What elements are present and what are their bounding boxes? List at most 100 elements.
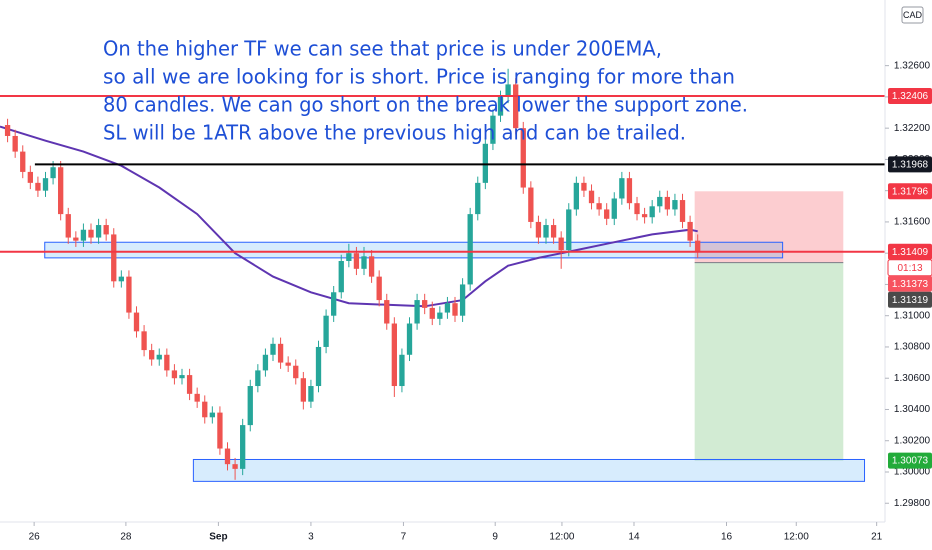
price-label-box <box>888 243 932 260</box>
candle-body <box>50 167 56 179</box>
y-tick-label: 1.30400 <box>894 404 931 415</box>
candle-body <box>202 401 208 418</box>
candle-body <box>376 276 382 301</box>
candle-body <box>111 234 117 282</box>
candle-body <box>368 256 375 277</box>
candle-body <box>353 253 360 269</box>
candle-body <box>27 171 33 183</box>
candle-body <box>171 370 178 379</box>
candle-body <box>217 412 223 449</box>
price-label: 1.31796 <box>892 186 929 197</box>
candle-body <box>141 331 147 351</box>
annotation-line: 80 candles. We can go short on the break… <box>103 93 748 117</box>
candle-body <box>80 229 87 241</box>
y-tick-label: 1.31600 <box>894 217 931 228</box>
candle-body <box>270 343 276 355</box>
candle-body <box>687 221 693 241</box>
price-label: 1.30073 <box>892 456 929 467</box>
candle-body <box>535 221 542 238</box>
candle-body <box>619 178 625 199</box>
candle-body <box>505 84 511 97</box>
candle-body <box>520 128 526 188</box>
candle-body <box>285 362 291 366</box>
candle-body <box>126 276 132 313</box>
y-tick-label: 1.32600 <box>894 60 931 71</box>
candle-body <box>497 96 504 116</box>
x-tick-label: 7 <box>401 532 407 543</box>
candle-body <box>179 375 185 379</box>
price-label-box <box>888 156 932 173</box>
candle-body <box>118 276 124 282</box>
candle-body <box>315 346 322 387</box>
candle-body <box>513 84 519 129</box>
target-zone <box>694 262 844 461</box>
candle-body <box>103 225 109 235</box>
y-tick-label: 1.32200 <box>894 123 931 134</box>
annotation-line: so all we are looking for is short. Pric… <box>103 65 735 89</box>
candle-body <box>95 225 102 238</box>
time-scale <box>0 522 885 550</box>
candle-body <box>399 354 405 387</box>
candle-body <box>558 237 564 251</box>
candle-body <box>475 182 481 215</box>
candle-body <box>4 125 11 136</box>
currency-box[interactable] <box>901 6 924 24</box>
countdown: 01:13 <box>897 263 922 274</box>
x-tick-label: 21 <box>871 532 883 543</box>
candle-body <box>149 350 155 360</box>
candle-body <box>156 354 162 360</box>
x-tick-label: 3 <box>308 532 314 543</box>
price-label: 1.31409 <box>892 247 929 258</box>
support-zone <box>192 458 866 482</box>
candle-body <box>164 354 170 371</box>
candle-body <box>414 300 420 324</box>
candle-body <box>20 151 26 172</box>
candle-body <box>42 178 49 191</box>
candle-body <box>490 115 496 144</box>
candle-body <box>604 209 610 219</box>
candle-body <box>695 240 701 252</box>
x-tick-label: Sep <box>209 532 227 543</box>
price-label: 1.31373 <box>892 279 929 290</box>
candle-body <box>543 225 549 238</box>
candle-body <box>634 203 640 215</box>
candle-body <box>247 386 253 426</box>
candle-body <box>133 312 140 332</box>
candle-body <box>437 312 443 319</box>
x-tick-label: 9 <box>492 532 498 543</box>
candle-body <box>588 190 595 204</box>
candle-body <box>672 200 678 210</box>
ema-line <box>0 125 698 308</box>
candle-body <box>566 209 572 251</box>
candle-body <box>550 225 557 238</box>
candle-body <box>664 196 671 210</box>
candle-body <box>277 343 284 363</box>
x-tick-label: 12:00 <box>549 532 574 543</box>
x-tick-label: 28 <box>120 532 132 543</box>
candle-body <box>611 198 617 219</box>
annotation-line: SL will be 1ATR above the previous high … <box>103 121 686 145</box>
stop-zone <box>694 191 844 263</box>
price-label-box <box>888 452 932 469</box>
price-label-box <box>888 87 932 104</box>
y-tick-label: 1.30000 <box>894 467 931 478</box>
candle-body <box>331 292 337 316</box>
candle-body <box>73 237 79 241</box>
candle-body <box>467 214 473 285</box>
candle-body <box>626 178 633 204</box>
support-zone <box>44 241 784 259</box>
candle-body <box>300 378 306 402</box>
plot-area <box>0 68 885 482</box>
candle-body <box>361 256 367 269</box>
candle-body <box>35 182 41 191</box>
price-label-box <box>888 183 932 200</box>
candle-body <box>194 393 200 402</box>
x-tick-label: 16 <box>721 532 733 543</box>
candle-body <box>679 200 686 222</box>
candle-body <box>12 135 18 152</box>
price-label-box <box>888 275 932 292</box>
candle-body <box>255 370 261 387</box>
candle-body <box>384 300 390 324</box>
